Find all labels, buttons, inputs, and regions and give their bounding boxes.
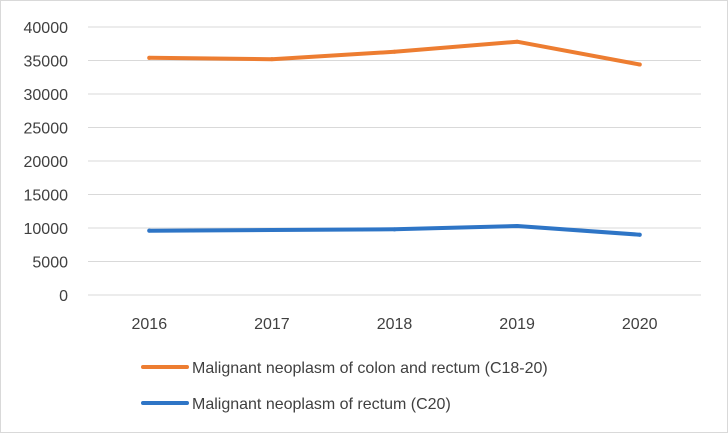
y-tick-label: 5000 <box>32 255 68 272</box>
series-0-point-2020 <box>637 62 642 67</box>
y-tick-label: 30000 <box>24 87 69 104</box>
x-tick-label: 2016 <box>132 316 168 333</box>
y-tick-label: 0 <box>59 288 68 305</box>
y-tick-label: 35000 <box>24 54 69 71</box>
series-0-point-2016 <box>147 55 152 60</box>
series-lines <box>147 39 642 237</box>
y-tick-label: 40000 <box>24 20 69 37</box>
series-1-point-2017 <box>269 228 274 233</box>
x-tick-label: 2017 <box>254 316 290 333</box>
gridlines <box>88 26 701 296</box>
y-tick-label: 10000 <box>24 221 69 238</box>
y-tick-label: 25000 <box>24 121 69 138</box>
series-0-point-2017 <box>269 57 274 62</box>
x-tick-label: 2020 <box>622 316 658 333</box>
legend: Malignant neoplasm of colon and rectum (… <box>141 360 548 413</box>
y-tick-label: 20000 <box>24 154 69 171</box>
series-1-point-2019 <box>515 223 520 228</box>
series-1-point-2020 <box>637 232 642 237</box>
series-1-point-2016 <box>147 228 152 233</box>
legend-label-0: Malignant neoplasm of colon and rectum (… <box>192 360 548 377</box>
series-0-point-2019 <box>515 39 520 44</box>
x-axis-tick-labels: 2016 2017 2018 2019 2020 <box>132 316 658 333</box>
series-0-point-2018 <box>392 49 397 54</box>
y-axis-tick-labels: 0 5000 10000 15000 20000 25000 30000 35000 40000 <box>24 20 69 305</box>
x-tick-label: 2019 <box>499 316 535 333</box>
legend-label-1: Malignant neoplasm of rectum (C20) <box>192 396 451 413</box>
x-tick-label: 2018 <box>377 316 413 333</box>
series-1-point-2018 <box>392 227 397 232</box>
y-tick-label: 15000 <box>24 188 69 205</box>
